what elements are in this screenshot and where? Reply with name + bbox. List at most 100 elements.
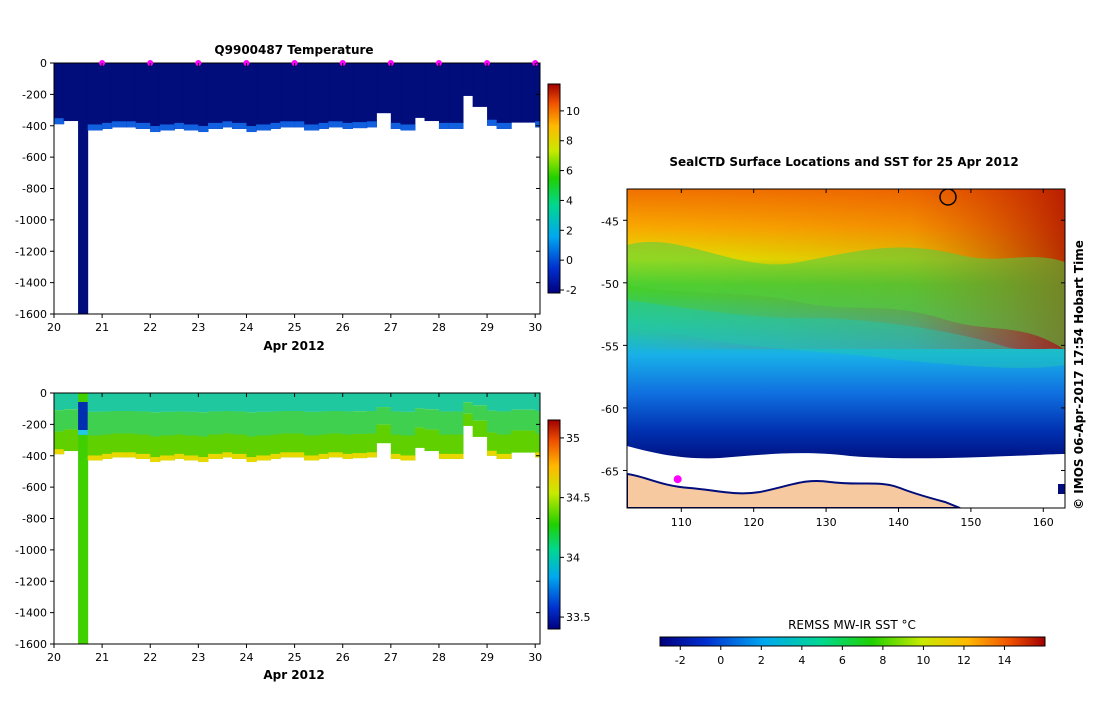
salinity-lower-layer [222, 433, 233, 458]
temperature-thermocline [448, 122, 464, 129]
temperature-thermocline [174, 122, 185, 129]
salinity-lower-layer [376, 424, 392, 444]
salinity-surface-layer [318, 393, 329, 412]
salinity-lower-layer [135, 434, 151, 459]
x-tick-label: 20 [47, 651, 61, 664]
salinity-deep-band [496, 453, 512, 459]
temperature-profile [126, 63, 137, 128]
salinity-mid-layer [535, 411, 541, 434]
salinity-surface-layer [126, 393, 137, 412]
y-tick-label: -600 [22, 151, 47, 164]
salinity-deep-band [246, 457, 257, 463]
salinity-surface-layer [111, 393, 127, 412]
temperature-thermocline [126, 121, 137, 128]
salinity-lower-layer [448, 434, 464, 459]
y-tick-label: -1600 [15, 308, 47, 321]
temperature-x-label: Apr 2012 [263, 339, 324, 353]
temperature-profile [174, 63, 185, 129]
y-tick-label: -600 [22, 481, 47, 494]
temperature-profile [342, 63, 353, 129]
temperature-thermocline [207, 122, 223, 129]
salinity-deep-band [159, 455, 175, 461]
salinity-mid-layer [448, 411, 464, 435]
temperature-colorbar [547, 83, 561, 294]
temperature-thermocline [294, 121, 305, 128]
salinity-lower-layer [424, 429, 440, 452]
sst-colorbar-tick-label: 6 [839, 654, 846, 667]
x-tick-label: 26 [336, 651, 350, 664]
antarctica-land [627, 472, 961, 508]
salinity-mid-layer [222, 411, 233, 434]
colorbar-tick-label: 34 [566, 551, 580, 564]
temperature-thermocline [232, 122, 247, 129]
salinity-deep-band [150, 457, 161, 463]
temperature-profile [159, 63, 175, 131]
temperature-plot-title: Q9900487 Temperature [214, 43, 373, 57]
x-tick-label: 30 [528, 321, 542, 334]
x-tick-label: 29 [480, 321, 494, 334]
temperature-profile [366, 63, 377, 128]
salinity-lower-layer [463, 413, 474, 426]
salinity-deep-band [135, 453, 151, 459]
colorbar-tick-label: 0 [566, 254, 573, 267]
temperature-thermocline [390, 122, 401, 129]
salinity-mid-layer [270, 411, 281, 435]
y-tick-label: -1200 [15, 245, 47, 258]
salinity-surface-layer [328, 393, 344, 412]
temperature-profile [256, 63, 272, 131]
temperature-x-axis: 20 21 22 23 24 25 26 27 28 29 30 [47, 63, 542, 334]
salinity-mid-layer [150, 412, 161, 437]
y-tick-label: -400 [22, 450, 47, 463]
salinity-lower-layer [438, 434, 450, 459]
salinity-mid-layer [256, 411, 272, 436]
map-credit: © IMOS 06-Apr-2017 17:54 Hobart Time [1072, 240, 1086, 510]
x-tick-label: 23 [191, 651, 205, 664]
salinity-surface-layer [304, 393, 320, 412]
temperature-profile [246, 63, 257, 133]
salinity-mid-layer [63, 409, 79, 430]
sst-field [627, 189, 1065, 508]
temperature-profile [150, 63, 161, 133]
salinity-surface-layer [183, 393, 199, 412]
temperature-profile [487, 63, 498, 126]
salinity-surface-layer [390, 393, 401, 412]
salinity-surface-layer [280, 393, 296, 412]
salinity-mid-layer [174, 411, 185, 435]
temperature-thermocline [198, 126, 209, 133]
salinity-deep-band [318, 453, 329, 459]
salinity-deep-band [438, 453, 450, 459]
y-tick-label: -400 [22, 120, 47, 133]
salinity-surface-layer [63, 393, 79, 410]
temperature-profile [328, 63, 344, 128]
salinity-surface-layer [246, 393, 257, 413]
salinity-surface-layer [400, 393, 416, 412]
temperature-thermocline [102, 122, 113, 129]
temperature-thermocline [54, 118, 65, 125]
temperature-thermocline [342, 122, 353, 129]
salinity-mid-layer [111, 411, 127, 434]
temperature-thermocline [352, 122, 368, 129]
temperature-profile [463, 63, 474, 96]
x-tick-label: 25 [288, 651, 302, 664]
salinity-colorbar-ticks: 35 34.5 34 33.5 [560, 432, 591, 624]
temperature-profile [207, 63, 223, 129]
salinity-mid-layer [280, 411, 296, 434]
salinity-deep-band [294, 452, 305, 458]
colorbar-tick-label: 2 [566, 224, 573, 237]
salinity-deep-band [174, 453, 185, 459]
salinity-mid-layer [487, 410, 498, 433]
temperature-thermocline [135, 122, 151, 129]
salinity-surface-layer [294, 393, 305, 412]
colorbar-tick-label: -2 [566, 284, 577, 297]
y-tick-label: -1000 [15, 544, 47, 557]
temperature-thermocline [246, 126, 257, 133]
lon-tick-label: 110 [671, 516, 692, 529]
salinity-deep-band [535, 452, 541, 458]
salinity-lower-layer [54, 431, 65, 455]
salinity-surface-layer [535, 393, 541, 412]
temperature-profile [352, 63, 368, 129]
salinity-deep-band [400, 455, 416, 461]
colorbar-tick-label: 33.5 [566, 611, 591, 624]
y-tick-label: -200 [22, 88, 47, 101]
temperature-profile [535, 63, 541, 128]
